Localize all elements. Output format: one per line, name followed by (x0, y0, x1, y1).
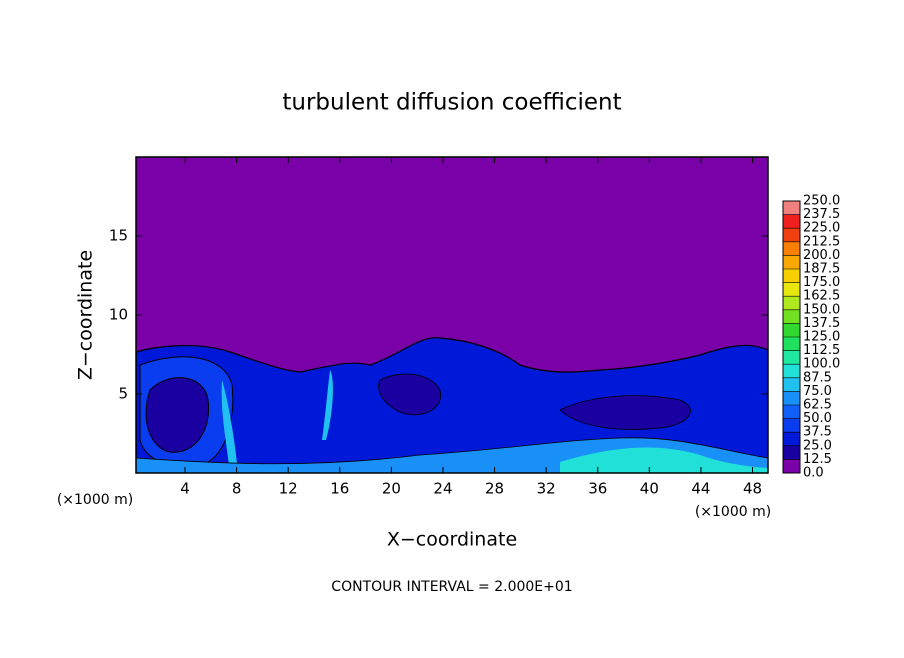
x-tick-label: 20 (382, 480, 401, 498)
colorbar-swatch (783, 228, 800, 242)
colorbar-swatch (783, 214, 800, 229)
y-tick-label: 15 (109, 227, 128, 245)
colorbar-label: 37.5 (803, 425, 832, 440)
colorbar-swatch (783, 282, 800, 297)
y-axis-label: Z−coordinate (75, 250, 97, 380)
x-unit: (×1000 m) (57, 492, 133, 508)
field-region (378, 373, 442, 416)
colorbar-label: 100.0 (803, 357, 840, 372)
colorbar-label: 187.5 (803, 262, 840, 277)
colorbar-label: 12.5 (803, 452, 832, 467)
colorbar-label: 125.0 (803, 330, 840, 345)
x-tick-label: 8 (232, 480, 242, 498)
colorbar-label: 250.0 (803, 194, 840, 209)
field-region (322, 370, 333, 440)
colorbar-label: 75.0 (803, 384, 832, 399)
x-tick-label: 32 (537, 480, 556, 498)
x-tick-label: 12 (279, 480, 298, 498)
x-tick-label: 16 (330, 480, 349, 498)
colorbar-label: 225.0 (803, 221, 840, 236)
colorbar-label: 237.5 (803, 207, 840, 222)
chart-title: turbulent diffusion coefficient (282, 90, 621, 116)
colorbar-label: 25.0 (803, 438, 832, 453)
colorbar-swatch (783, 201, 800, 215)
colorbar-label: 150.0 (803, 302, 840, 317)
colorbar-swatch (783, 377, 800, 392)
colorbar-swatch (783, 364, 800, 378)
colorbar-label: 0.0 (803, 466, 824, 481)
colorbar-label: 200.0 (803, 248, 840, 263)
colorbar-swatch (783, 255, 800, 269)
x-tick-label: 24 (433, 480, 452, 498)
colorbar-swatch (783, 296, 800, 310)
colorbar-swatch (783, 241, 800, 256)
colorbar-label: 212.5 (803, 234, 840, 249)
colorbar-swatch (783, 309, 800, 324)
colorbar-label: 87.5 (803, 370, 832, 385)
colorbar-label: 112.5 (803, 343, 840, 358)
colorbar-label: 137.5 (803, 316, 840, 331)
field-region (145, 377, 210, 453)
colorbar-swatch (783, 323, 800, 337)
x-tick-label: 44 (691, 480, 710, 498)
x-tick-label: 48 (743, 480, 762, 498)
contour-note: CONTOUR INTERVAL = 2.000E+01 (331, 579, 572, 595)
colorbar-swatch (783, 432, 800, 446)
colorbar-swatch (783, 350, 800, 365)
x-tick-label: 36 (588, 480, 607, 498)
colorbar-swatch (783, 337, 800, 351)
x-axis-label: X−coordinate (387, 529, 517, 551)
x-tick-label: 40 (640, 480, 659, 498)
colorbar-label: 162.5 (803, 289, 840, 304)
colorbar-label: 50.0 (803, 411, 832, 426)
y-unit: (×1000 m) (695, 504, 771, 520)
field-region (560, 447, 768, 473)
colorbar-swatch (783, 445, 800, 460)
colorbar-label: 175.0 (803, 275, 840, 290)
y-tick-label: 10 (109, 306, 128, 324)
field-region (559, 395, 691, 430)
colorbar-label: 62.5 (803, 398, 832, 413)
colorbar-swatch (783, 459, 800, 473)
x-tick-label: 4 (180, 480, 190, 498)
x-tick-label: 28 (485, 480, 504, 498)
colorbar-swatch (783, 269, 800, 283)
field (136, 157, 768, 473)
colorbar-swatch (783, 391, 800, 405)
colorbar-swatch (783, 418, 800, 433)
field-region (221, 380, 238, 473)
y-tick-label: 5 (118, 385, 128, 403)
colorbar-swatch (783, 405, 800, 419)
